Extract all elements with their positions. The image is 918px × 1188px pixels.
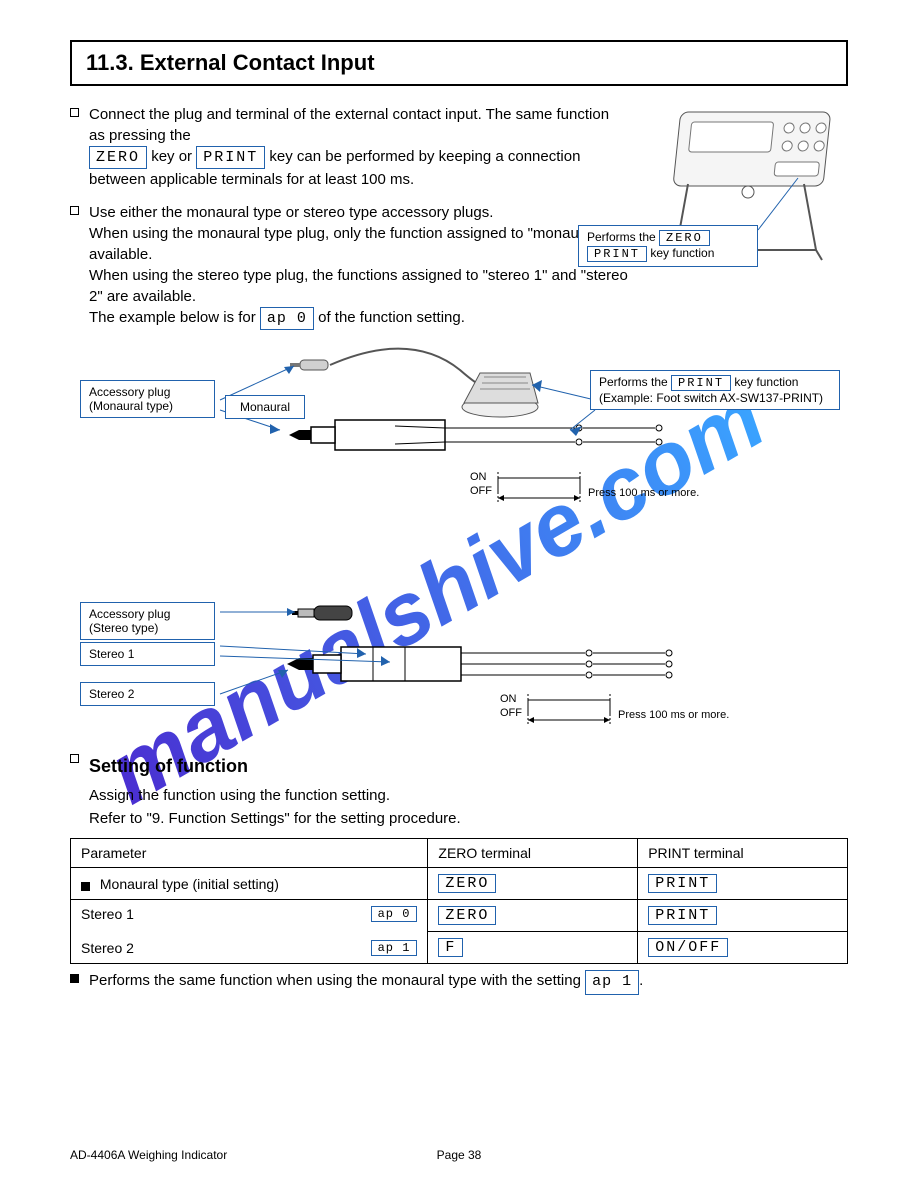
table-header-row: Parameter ZERO terminal PRINT terminal xyxy=(71,839,848,868)
key-print: PRINT xyxy=(648,874,717,893)
key-zero: ZERO xyxy=(659,230,710,246)
device-callout: Performs the ZERO PRINT key function xyxy=(578,225,758,267)
footnote-icon xyxy=(81,882,90,891)
text: Refer to "9. Function Settings" for the … xyxy=(89,808,461,831)
key-ap1: ap 1 xyxy=(371,940,418,956)
cell: Monaural type (initial setting) xyxy=(100,876,279,892)
footnote-icon xyxy=(70,974,79,983)
cell: Stereo 2 xyxy=(81,940,134,956)
text: Accessory plug xyxy=(89,607,170,621)
device-illustration: Performs the ZERO PRINT key function xyxy=(648,100,848,334)
bullet-icon xyxy=(70,108,79,117)
key-print: PRINT xyxy=(671,375,731,391)
key-print: PRINT xyxy=(196,146,265,169)
key-ap0: ap 0 xyxy=(371,906,418,922)
key-print: PRINT xyxy=(587,246,647,262)
text: of the function setting. xyxy=(318,309,465,326)
col-parameter: Parameter xyxy=(71,839,428,868)
key-onoff: ON/OFF xyxy=(648,938,728,957)
text: Accessory plug xyxy=(89,385,170,399)
text: (Stereo type) xyxy=(89,621,158,635)
parameter-table: Parameter ZERO terminal PRINT terminal M… xyxy=(70,838,848,964)
callout-stereo-2: Stereo 2 xyxy=(80,682,215,706)
label-on: ON xyxy=(470,471,487,483)
callout-stereo-plug: Accessory plug (Stereo type) xyxy=(80,602,215,640)
key-print: PRINT xyxy=(648,906,717,925)
diagram-stereo: ON OFF Press 100 ms or more. Accessory p… xyxy=(70,602,848,732)
text: (Example: Foot switch AX-SW137-PRINT) xyxy=(599,391,823,405)
text: Connect the plug and terminal of the ext… xyxy=(89,106,609,144)
text: Assign the function using the function s… xyxy=(89,785,461,808)
key-zero: ZERO xyxy=(438,874,496,893)
col-print: PRINT terminal xyxy=(638,839,848,868)
text: key or xyxy=(151,148,196,165)
bullet-2: Use either the monaural type or stereo t… xyxy=(89,202,628,330)
sub-heading: Setting of function xyxy=(89,754,461,779)
label-off: OFF xyxy=(500,707,522,719)
label-on: ON xyxy=(500,693,517,705)
key-ap0: ap 0 xyxy=(260,307,314,330)
diagram-monaural: ON OFF Press 100 ms or more. Accessory p… xyxy=(70,340,848,600)
bullet-icon xyxy=(70,754,79,763)
col-zero: ZERO terminal xyxy=(428,839,638,868)
bullet-icon xyxy=(70,206,79,215)
key-zero: ZERO xyxy=(438,906,496,925)
table-row: Monaural type (initial setting) ZERO PRI… xyxy=(71,868,848,900)
text: The example below is for xyxy=(89,309,260,326)
callout-stereo-1: Stereo 1 xyxy=(80,642,215,666)
callout-print-function: Performs the PRINT key function (Example… xyxy=(590,370,840,410)
text: Performs the same function when using th… xyxy=(89,972,585,989)
text: (Monaural type) xyxy=(89,399,173,413)
text: Use either the monaural type or stereo t… xyxy=(89,204,493,221)
label-press: Press 100 ms or more. xyxy=(588,487,699,499)
label-press: Press 100 ms or more. xyxy=(618,709,729,721)
key-f: F xyxy=(438,938,463,957)
page-footer-center: Page 38 xyxy=(437,1148,482,1162)
callout-monaural: Monaural xyxy=(225,395,305,419)
label-off: OFF xyxy=(470,485,492,497)
text: key function xyxy=(734,375,798,389)
text: Performs the xyxy=(587,230,659,244)
text: When using the stereo type plug, the fun… xyxy=(89,267,628,305)
callout-accessory-plug: Accessory plug (Monaural type) xyxy=(80,380,215,418)
bullet-1: Connect the plug and terminal of the ext… xyxy=(89,104,628,190)
bullet-3: Setting of function Assign the function … xyxy=(89,750,461,830)
footnote: Performs the same function when using th… xyxy=(89,970,643,995)
cell: Stereo 1 xyxy=(81,906,134,922)
key-ap1: ap 1 xyxy=(585,970,639,995)
table-row: Stereo 1 ap 0 Stereo 2 ap 1 ZERO PRINT xyxy=(71,900,848,932)
page-footer-left: AD-4406A Weighing Indicator xyxy=(70,1148,227,1162)
text: key function xyxy=(650,246,714,260)
key-zero: ZERO xyxy=(89,146,147,169)
section-title: 11.3. External Contact Input xyxy=(70,40,848,86)
text: When using the monaural type plug, only … xyxy=(89,225,616,263)
text: Performs the xyxy=(599,375,671,389)
